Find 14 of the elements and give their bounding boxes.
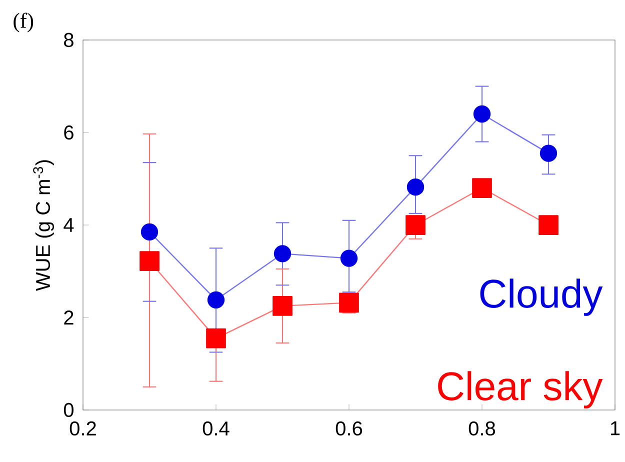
y-tick-label: 4 <box>64 218 74 232</box>
x-tick-label: 1 <box>610 421 620 436</box>
x-tick-label: 0.6 <box>336 421 362 436</box>
y-tick-label: 6 <box>64 125 74 140</box>
text: Clear sky <box>438 371 603 408</box>
text: Cloudy <box>480 278 603 316</box>
y-tick-label: 0 <box>64 402 74 418</box>
text: (f) <box>14 12 34 32</box>
y-tick-label: 2 <box>64 310 74 324</box>
y-axis-title: WUE (g C m$^{-3}$) <box>33 160 54 291</box>
x-tick-label: 0.4 <box>202 421 230 436</box>
x-tick-label: 0.2 <box>70 421 96 436</box>
x-tick-label: 0.8 <box>468 421 496 436</box>
y-tick-label: 8 <box>64 32 74 48</box>
